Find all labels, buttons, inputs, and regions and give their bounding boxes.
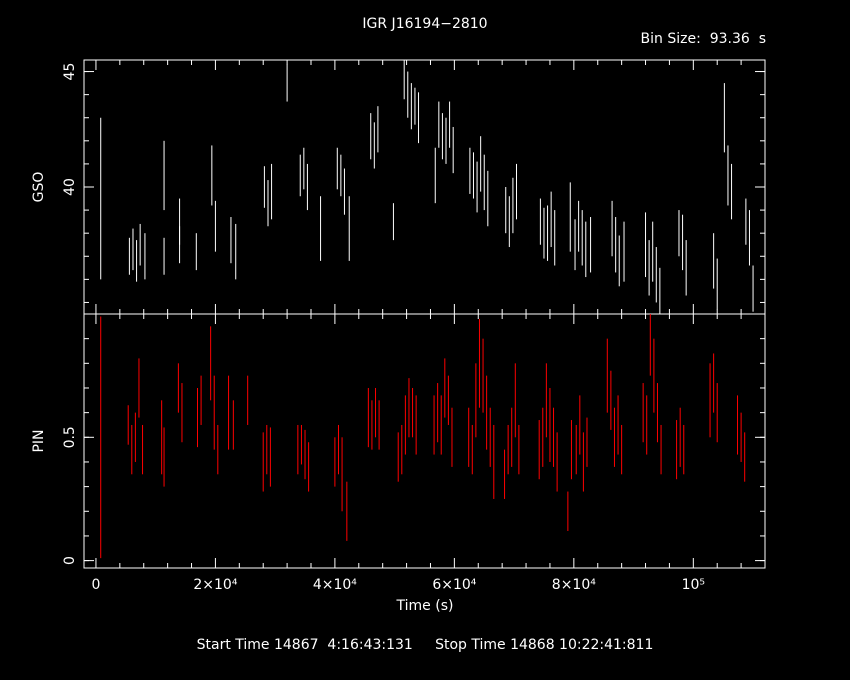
y-axis-label-top: GSO	[31, 172, 47, 203]
x-tick-label: 0	[91, 577, 100, 593]
y-tick-label: 0	[62, 556, 78, 565]
y-tick-label: 40	[62, 178, 78, 196]
x-tick-label: 6×10⁴	[432, 577, 476, 593]
plot-title: IGR J16194−2810	[362, 16, 488, 32]
x-tick-label: 10⁵	[682, 577, 705, 593]
panel-frame-top	[83, 59, 766, 315]
bin-size-label: Bin Size: 93.36 s	[640, 31, 766, 47]
x-axis-label: Time (s)	[396, 598, 454, 614]
x-tick-label: 8×10⁴	[552, 577, 596, 593]
y-tick-label: 0.5	[62, 426, 78, 448]
y-axis-label-bottom: PIN	[31, 429, 47, 452]
start-stop-time: Start Time 14867 4:16:43:131 Stop Time 1…	[196, 637, 654, 653]
panel-frame-bottom	[83, 313, 766, 569]
x-tick-label: 4×10⁴	[313, 577, 357, 593]
x-tick-label: 2×10⁴	[193, 577, 237, 593]
y-tick-label: 45	[62, 63, 78, 81]
